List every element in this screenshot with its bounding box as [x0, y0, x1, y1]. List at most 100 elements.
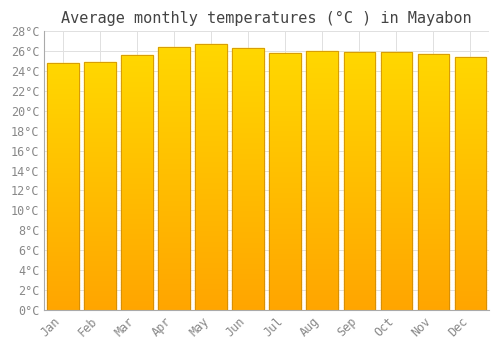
- Bar: [270, 169, 301, 171]
- Bar: [306, 248, 338, 250]
- Bar: [418, 284, 449, 287]
- Bar: [306, 93, 338, 95]
- Bar: [344, 163, 375, 166]
- Bar: [306, 268, 338, 271]
- Bar: [158, 150, 190, 152]
- Bar: [418, 182, 449, 184]
- Bar: [122, 289, 153, 292]
- Bar: [306, 56, 338, 59]
- Bar: [270, 174, 301, 176]
- Bar: [344, 93, 375, 96]
- Bar: [306, 139, 338, 142]
- Bar: [158, 168, 190, 171]
- Bar: [380, 284, 412, 287]
- Bar: [158, 176, 190, 178]
- Bar: [418, 274, 449, 276]
- Bar: [270, 161, 301, 163]
- Bar: [196, 97, 227, 100]
- Bar: [196, 302, 227, 304]
- Bar: [47, 137, 78, 140]
- Bar: [196, 233, 227, 236]
- Bar: [380, 240, 412, 243]
- Bar: [158, 58, 190, 61]
- Bar: [232, 229, 264, 231]
- Bar: [380, 271, 412, 274]
- Bar: [270, 276, 301, 279]
- Bar: [418, 210, 449, 213]
- Bar: [454, 166, 486, 168]
- Bar: [122, 167, 153, 170]
- Bar: [270, 182, 301, 184]
- Bar: [232, 255, 264, 258]
- Bar: [232, 137, 264, 140]
- Bar: [418, 139, 449, 141]
- Bar: [418, 88, 449, 90]
- Bar: [232, 182, 264, 184]
- Bar: [232, 119, 264, 121]
- Bar: [418, 164, 449, 167]
- Bar: [122, 254, 153, 256]
- Bar: [380, 171, 412, 173]
- Bar: [344, 217, 375, 220]
- Bar: [380, 276, 412, 279]
- Bar: [418, 208, 449, 210]
- Bar: [158, 275, 190, 278]
- Bar: [344, 196, 375, 199]
- Bar: [47, 263, 78, 265]
- Bar: [47, 174, 78, 177]
- Bar: [122, 248, 153, 251]
- Bar: [380, 256, 412, 258]
- Bar: [454, 189, 486, 191]
- Bar: [306, 82, 338, 85]
- Bar: [158, 294, 190, 296]
- Bar: [122, 157, 153, 160]
- Bar: [122, 63, 153, 65]
- Bar: [380, 106, 412, 109]
- Bar: [344, 222, 375, 225]
- Bar: [84, 186, 116, 188]
- Bar: [380, 70, 412, 73]
- Bar: [158, 210, 190, 213]
- Bar: [84, 117, 116, 119]
- Bar: [344, 279, 375, 281]
- Bar: [232, 96, 264, 98]
- Bar: [380, 65, 412, 68]
- Bar: [270, 166, 301, 169]
- Bar: [122, 86, 153, 89]
- Bar: [380, 261, 412, 264]
- Bar: [344, 119, 375, 122]
- Bar: [418, 154, 449, 156]
- Bar: [84, 62, 116, 310]
- Bar: [344, 99, 375, 101]
- Bar: [270, 61, 301, 64]
- Bar: [380, 178, 412, 181]
- Bar: [454, 257, 486, 259]
- Bar: [158, 113, 190, 116]
- Bar: [418, 98, 449, 100]
- Bar: [196, 214, 227, 217]
- Bar: [344, 297, 375, 300]
- Bar: [270, 274, 301, 276]
- Bar: [270, 92, 301, 94]
- Bar: [344, 256, 375, 258]
- Bar: [454, 270, 486, 272]
- Bar: [306, 279, 338, 281]
- Bar: [196, 249, 227, 251]
- Bar: [122, 276, 153, 279]
- Bar: [196, 159, 227, 161]
- Bar: [380, 196, 412, 199]
- Bar: [270, 251, 301, 253]
- Bar: [380, 86, 412, 88]
- Bar: [270, 261, 301, 264]
- Bar: [158, 71, 190, 74]
- Bar: [454, 143, 486, 146]
- Bar: [232, 234, 264, 237]
- Bar: [232, 56, 264, 59]
- Bar: [454, 125, 486, 128]
- Bar: [158, 142, 190, 145]
- Bar: [122, 111, 153, 114]
- Bar: [158, 121, 190, 124]
- Bar: [232, 145, 264, 148]
- Bar: [47, 154, 78, 157]
- Bar: [344, 96, 375, 99]
